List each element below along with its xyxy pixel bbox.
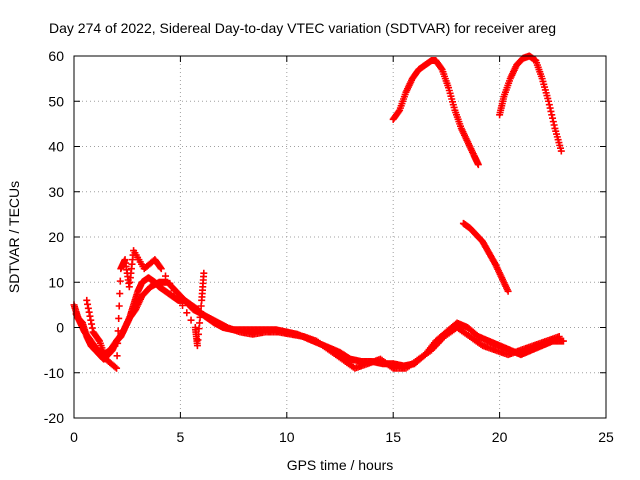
data-point (113, 364, 121, 372)
data-point (111, 363, 119, 371)
x-tick-label: 15 (385, 429, 401, 445)
data-point (187, 316, 195, 324)
y-tick-label: 20 (48, 229, 64, 245)
series-spikes (83, 247, 208, 372)
data-point (113, 352, 121, 360)
data-point (116, 290, 124, 298)
data-point (162, 272, 170, 280)
y-tick-label: 0 (56, 320, 64, 336)
axis-ticks: 0 5 10 15 20 25 -20 -10 0 10 20 30 40 50 60 (44, 48, 614, 445)
x-tick-label: 25 (598, 429, 614, 445)
series-mid-segment (459, 219, 512, 295)
series-arc-2 (496, 52, 565, 155)
x-axis-label: GPS time / hours (287, 457, 394, 473)
data-point (115, 314, 123, 322)
data-point (114, 327, 122, 335)
data-point (200, 269, 208, 277)
grid-lines (74, 56, 606, 418)
data-point (183, 309, 191, 317)
y-tick-label: 40 (48, 139, 64, 155)
data-point (504, 287, 512, 295)
data-point (179, 301, 187, 309)
x-tick-label: 20 (492, 429, 508, 445)
data-point (474, 161, 482, 169)
series-main-trace-a (70, 274, 567, 370)
x-tick-label: 5 (177, 429, 185, 445)
x-tick-label: 0 (70, 429, 78, 445)
data-point (555, 333, 563, 341)
data-point (557, 147, 565, 155)
y-tick-label: -10 (44, 365, 64, 381)
data-point (559, 337, 567, 345)
series-main-trace-b (72, 278, 563, 372)
y-axis-label: SDTVAR / TECUs (6, 181, 22, 293)
y-tick-label: 50 (48, 93, 64, 109)
y-tick-label: 60 (48, 48, 64, 64)
series-arc-1 (389, 57, 482, 169)
data-point (170, 287, 178, 295)
chart-title: Day 274 of 2022, Sidereal Day-to-day VTE… (49, 20, 556, 36)
x-tick-label: 10 (279, 429, 295, 445)
data-point (166, 279, 174, 287)
y-tick-label: -20 (44, 410, 64, 426)
data-point (157, 265, 165, 273)
y-tick-label: 10 (48, 274, 64, 290)
y-tick-label: 30 (48, 184, 64, 200)
data-point (174, 294, 182, 302)
data-point (114, 339, 122, 347)
data-points (70, 52, 567, 372)
data-point (116, 277, 124, 285)
data-point (115, 302, 123, 310)
